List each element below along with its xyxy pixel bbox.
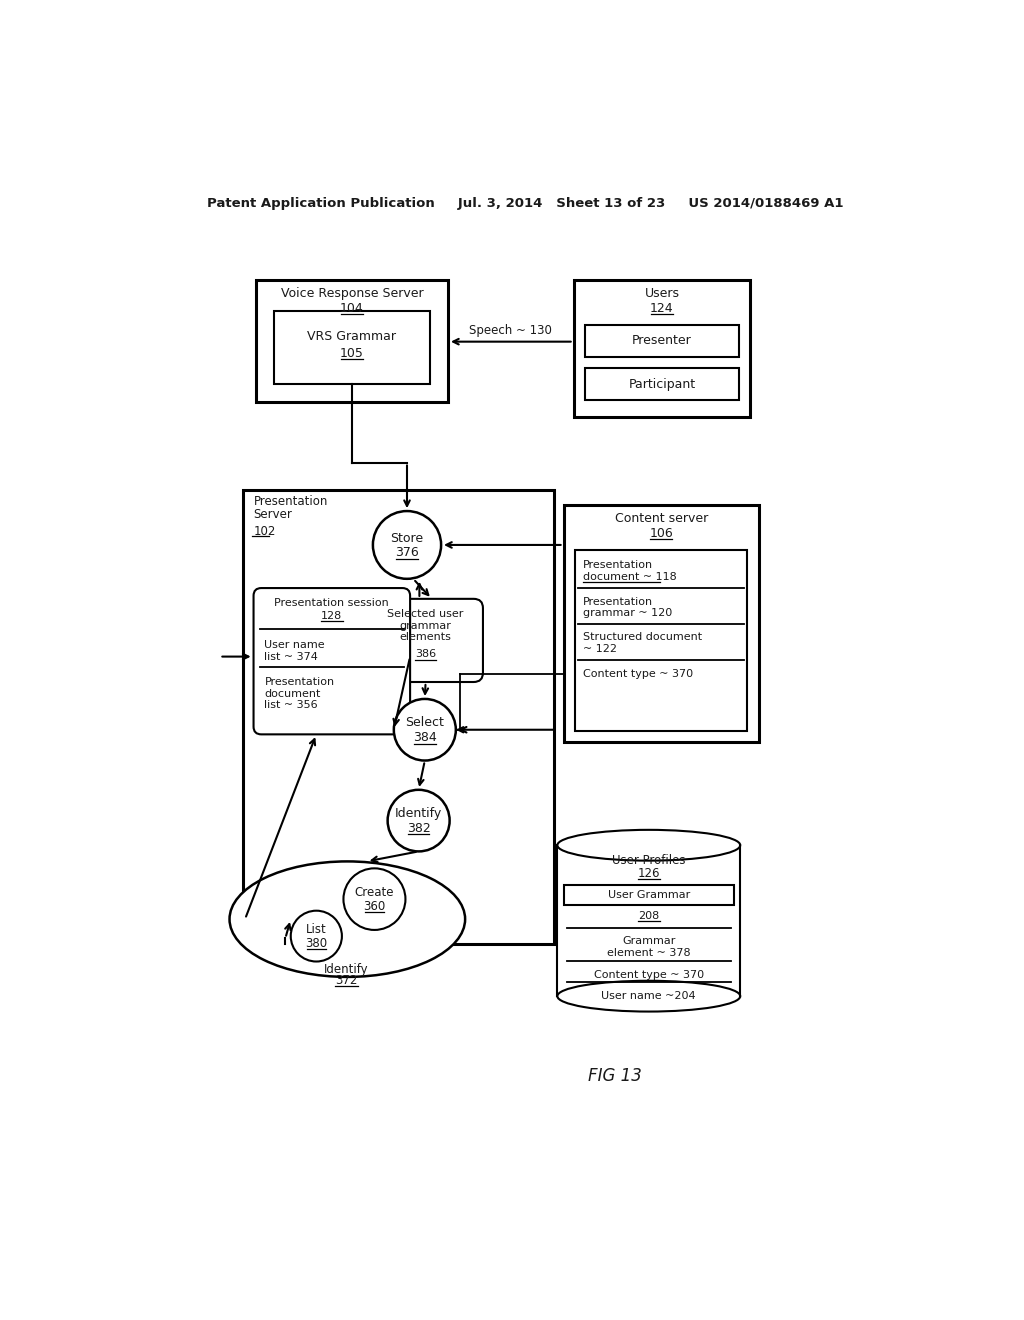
Ellipse shape [394,700,456,760]
Text: elements: elements [399,632,452,643]
Text: list ~ 374: list ~ 374 [264,652,318,661]
Bar [575,549,748,731]
Text: Structured document: Structured document [583,632,702,643]
Text: 380: 380 [305,936,328,949]
Text: Content type ~ 370: Content type ~ 370 [583,669,693,680]
Text: 372: 372 [336,974,357,987]
Text: Server: Server [254,508,293,520]
Ellipse shape [557,830,740,861]
Text: Select: Select [406,717,444,730]
Bar [563,886,734,906]
Text: ~ 122: ~ 122 [583,644,616,653]
Bar [243,490,554,944]
Bar [573,280,751,417]
Text: Presentation: Presentation [264,677,335,686]
Text: Grammar: Grammar [623,936,676,946]
Text: Users: Users [644,288,680,301]
Text: User name ~204: User name ~204 [601,991,696,1001]
Text: User name: User name [264,640,325,649]
Text: 382: 382 [407,822,430,834]
Text: Presentation: Presentation [254,495,328,508]
Text: 386: 386 [415,649,436,659]
Text: Patent Application Publication     Jul. 3, 2014   Sheet 13 of 23     US 2014/018: Patent Application Publication Jul. 3, 2… [207,197,843,210]
Text: 104: 104 [340,302,364,315]
Ellipse shape [388,789,450,851]
Text: 360: 360 [364,899,386,912]
Text: Participant: Participant [629,378,695,391]
Ellipse shape [557,981,740,1011]
Text: Presentation: Presentation [583,597,653,607]
Text: Speech ~ 130: Speech ~ 130 [469,325,552,338]
Bar [563,506,759,742]
Text: 384: 384 [413,731,436,744]
Text: Presentation session: Presentation session [274,598,389,609]
Text: 124: 124 [650,302,674,315]
FancyBboxPatch shape [369,599,483,682]
Text: 208: 208 [638,911,659,921]
Text: Presentation: Presentation [583,560,653,570]
Text: Create: Create [354,886,394,899]
Text: Voice Response Server: Voice Response Server [281,288,423,301]
Text: VRS Grammar: VRS Grammar [307,330,396,343]
Text: Selected user: Selected user [387,610,464,619]
Bar [256,280,449,401]
Text: grammar ~ 120: grammar ~ 120 [583,609,672,619]
Text: List: List [306,924,327,936]
Text: 126: 126 [638,867,660,880]
Text: Store: Store [390,532,424,545]
Ellipse shape [373,511,441,578]
Bar [557,981,740,997]
Text: Identify: Identify [395,807,442,820]
Text: 105: 105 [340,347,364,360]
FancyBboxPatch shape [254,589,410,734]
Text: 106: 106 [649,527,673,540]
Text: 376: 376 [395,546,419,560]
Text: Presenter: Presenter [632,334,692,347]
Bar [586,325,738,358]
Text: list ~ 356: list ~ 356 [264,700,318,710]
Ellipse shape [291,911,342,961]
Text: User Profiles: User Profiles [612,854,685,867]
Text: 128: 128 [322,611,342,620]
Ellipse shape [343,869,406,929]
Text: 102: 102 [254,524,275,537]
Bar [273,312,430,384]
Text: User Grammar: User Grammar [607,890,690,900]
Text: FIG 13: FIG 13 [588,1068,642,1085]
Text: document ~ 118: document ~ 118 [583,572,677,582]
Text: grammar: grammar [399,620,452,631]
Ellipse shape [229,862,465,977]
Text: Content server: Content server [614,512,708,525]
Text: Identify: Identify [325,962,369,975]
Text: Content type ~ 370: Content type ~ 370 [594,970,703,979]
Text: element ~ 378: element ~ 378 [607,948,690,958]
Text: document: document [264,689,321,698]
Bar [586,368,738,400]
